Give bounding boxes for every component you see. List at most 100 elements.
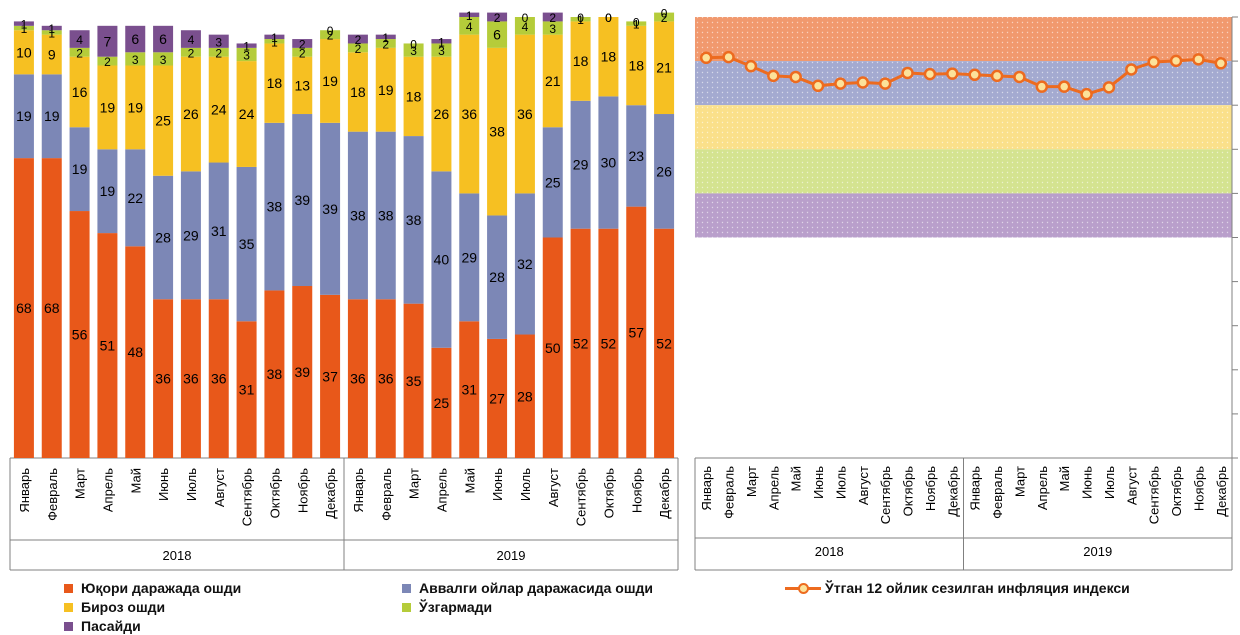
bar-label-high-1: 68 [44,300,60,316]
bar-label-decreased-1: 1 [48,22,55,36]
bar-slight-18 [514,34,535,194]
bar-decreased-6 [180,30,201,48]
bar-unchanged-18 [514,17,535,35]
bar-label-slight-19: 21 [545,73,561,89]
line-tick-label-12: Январь [968,466,983,511]
line-tick-label-11: Декабрь [945,466,960,517]
line-tick-label-3: Апрель [766,466,781,510]
line-point-22 [1192,53,1205,66]
bar-label-high-21: 52 [601,335,617,351]
bar-tick-label-18: Июль [518,468,533,501]
line-tick-label-20: Сентябрь [1147,466,1162,524]
bar-decreased-7 [208,34,229,48]
bar-tick-label-6: Июль [184,468,199,501]
legend-swatch-high [64,583,73,593]
line-point-20 [1147,55,1160,69]
bar-high-1 [41,158,62,458]
bar-label-decreased-5: 6 [159,31,167,47]
line-point-15 [1035,80,1049,93]
bar-label-high-13: 36 [378,371,394,387]
bar-label-unchanged-11: 2 [327,29,334,43]
bar-slight-5 [153,65,174,176]
stacked-bar-chart: 68191011Январь6819911Февраль56191624Март… [9,7,679,571]
bar-previous-7 [208,162,229,300]
bar-tick-label-17: Июнь [490,468,505,501]
bar-label-high-8: 31 [239,382,255,398]
bar-label-unchanged-0: 1 [21,22,28,36]
bar-unchanged-16 [459,17,480,35]
bar-high-3 [97,233,118,458]
bar-label-previous-17: 28 [489,269,505,285]
bar-label-high-0: 68 [16,300,32,316]
bar-label-unchanged-5: 3 [160,53,167,67]
legend-item-previous: Аввалги ойлар даражасида ошди [402,580,653,596]
line-point-12 [968,68,981,82]
bar-label-previous-12: 38 [350,207,366,223]
bar-label-unchanged-7: 2 [215,46,222,60]
line-point-7 [856,76,870,89]
bar-slight-4 [125,65,146,150]
band-texture-0 [695,17,1232,62]
bar-label-decreased-21: 0 [605,11,612,25]
bar-label-decreased-14: 0 [410,37,417,51]
bar-slight-0 [13,30,34,75]
bar-label-previous-0: 19 [16,108,32,124]
bar-label-decreased-0: 1 [21,18,28,32]
line-point-11 [946,67,959,80]
line-point-18 [1102,81,1116,94]
bar-label-high-5: 36 [155,371,171,387]
bar-high-5 [153,299,174,458]
bar-label-previous-1: 19 [44,108,60,124]
legend-item-decreased: Пасайди [64,618,141,634]
bar-group-label-2019: 2019 [497,548,526,563]
bar-tick-label-2: Март [73,468,88,499]
line-tick-label-10: Ноябрь [923,466,938,511]
legend-swatch-decreased [64,621,73,631]
line-tick-label-4: Май [789,466,804,491]
bar-tick-label-4: Май [128,468,143,493]
bar-label-slight-18: 36 [517,106,533,122]
bar-tick-label-5: Июнь [156,468,171,501]
bar-tick-label-9: Октябрь [267,468,282,519]
bar-label-decreased-3: 7 [104,33,112,49]
bar-unchanged-9 [264,39,285,44]
bar-label-previous-16: 29 [461,249,477,265]
bar-label-unchanged-19: 3 [549,22,556,36]
bar-label-decreased-15: 1 [438,35,445,49]
bar-label-decreased-18: 0 [522,11,529,25]
bar-decreased-15 [431,39,452,44]
line-tick-label-5: Июнь [811,466,826,499]
bar-label-slight-3: 19 [100,99,116,115]
bar-unchanged-20 [570,17,591,22]
bar-tick-label-3: Апрель [100,468,115,512]
bar-slight-22 [626,25,647,106]
bar-tick-label-19: Август [546,468,561,507]
bar-label-slight-6: 26 [183,106,199,122]
bar-previous-10 [292,114,313,287]
bar-unchanged-19 [542,21,563,35]
bar-high-9 [264,290,285,458]
bar-slight-20 [570,21,591,101]
bar-label-high-19: 50 [545,340,561,356]
bar-label-unchanged-9: 1 [271,35,278,49]
bar-high-14 [403,303,424,458]
bar-group-label-2018: 2018 [163,548,192,563]
bar-high-13 [375,299,396,458]
bar-decreased-17 [487,12,508,22]
bar-label-slight-13: 19 [378,82,394,98]
line-point-9 [901,66,914,80]
legend-label-slight: Бироз ошди [81,599,166,615]
bar-label-previous-18: 32 [517,256,533,272]
line-tick-label-8: Сентябрь [878,466,893,524]
bar-label-slight-22: 18 [628,58,644,74]
legend-item-high: Юқори даражада ошди [64,580,241,596]
bar-label-previous-21: 30 [601,155,617,171]
bar-tick-label-11: Декабрь [323,468,338,519]
bar-unchanged-23 [654,12,675,22]
line-tick-label-7: Август [856,466,871,505]
line-point-13 [990,69,1004,83]
line-tick-label-6: Июль [833,466,848,499]
bar-unchanged-14 [403,43,424,57]
bar-previous-23 [654,114,675,229]
bar-high-12 [347,299,368,458]
